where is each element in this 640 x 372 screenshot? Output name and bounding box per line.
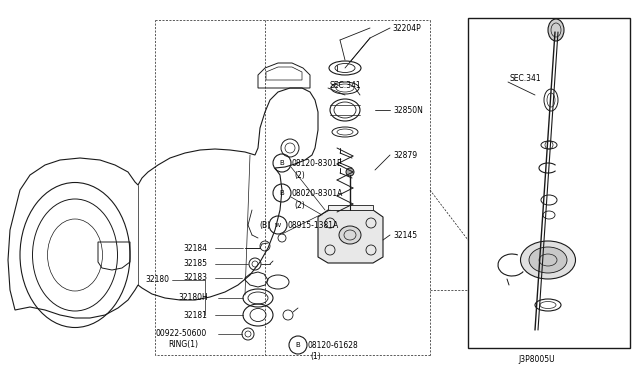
Text: 32183: 32183 bbox=[183, 273, 207, 282]
Text: 08020-8301A: 08020-8301A bbox=[292, 189, 344, 198]
Text: SEC.341: SEC.341 bbox=[510, 74, 541, 83]
Text: 32879: 32879 bbox=[393, 151, 417, 160]
Text: 32145: 32145 bbox=[393, 231, 417, 240]
Text: 08120-8301E: 08120-8301E bbox=[292, 158, 343, 167]
Ellipse shape bbox=[520, 241, 575, 279]
Text: B: B bbox=[280, 190, 284, 196]
Text: 32185: 32185 bbox=[183, 260, 207, 269]
Text: 32184: 32184 bbox=[183, 244, 207, 253]
Ellipse shape bbox=[339, 226, 361, 244]
Text: 32850N: 32850N bbox=[393, 106, 423, 115]
Text: (2): (2) bbox=[294, 170, 305, 180]
Polygon shape bbox=[318, 210, 383, 263]
Text: (1): (1) bbox=[310, 352, 321, 360]
Text: 08915-1381A: 08915-1381A bbox=[288, 221, 339, 230]
Ellipse shape bbox=[548, 19, 564, 41]
Text: 00922-50600: 00922-50600 bbox=[155, 330, 206, 339]
Text: 32180: 32180 bbox=[145, 276, 169, 285]
Text: 32181: 32181 bbox=[183, 311, 207, 320]
Text: 08120-61628: 08120-61628 bbox=[308, 340, 359, 350]
Ellipse shape bbox=[529, 247, 567, 273]
Polygon shape bbox=[328, 205, 373, 210]
Bar bbox=[468, 18, 630, 348]
Text: J3P8005U: J3P8005U bbox=[518, 356, 555, 365]
Text: B: B bbox=[280, 160, 284, 166]
Text: 32204P: 32204P bbox=[392, 23, 420, 32]
Text: SEC.341: SEC.341 bbox=[330, 80, 362, 90]
Text: B: B bbox=[296, 342, 300, 348]
Circle shape bbox=[346, 168, 354, 176]
Text: (2): (2) bbox=[294, 201, 305, 209]
Text: W: W bbox=[275, 222, 281, 228]
Text: RING(1): RING(1) bbox=[168, 340, 198, 350]
Text: (B): (B) bbox=[259, 221, 270, 230]
Text: 32180H: 32180H bbox=[178, 294, 208, 302]
